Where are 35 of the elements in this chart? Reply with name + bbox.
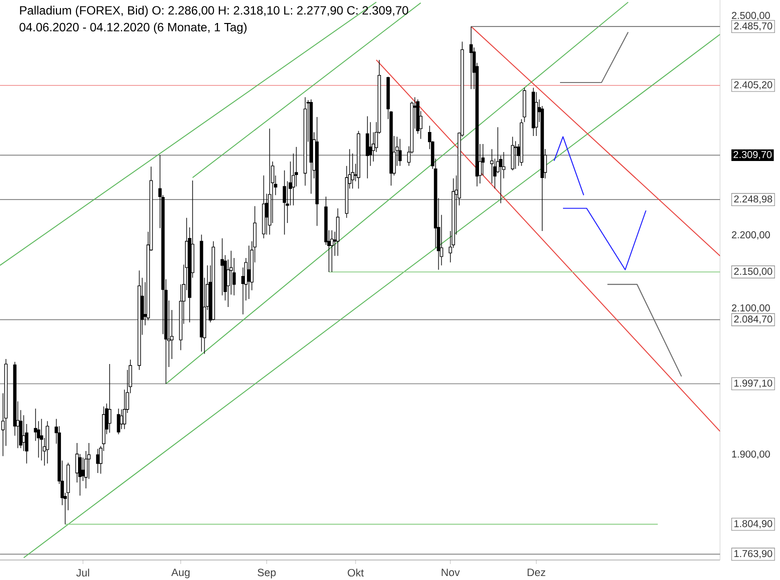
- candlestick: [330, 230, 334, 272]
- candlestick: [116, 408, 120, 435]
- candlestick: [514, 140, 518, 170]
- y-tick-label: 2.200,00: [732, 231, 770, 240]
- candlestick: [247, 245, 251, 300]
- candlestick: [510, 136, 514, 171]
- candlestick: [398, 138, 402, 166]
- text: 04.06.2020 - 04.12.2020 (6 Monate, 1 Tag): [20, 22, 247, 34]
- y-tick-label: 2.150,00: [734, 268, 772, 276]
- candlestick: [350, 153, 354, 189]
- y-tick-label: 1.997,10: [734, 380, 772, 388]
- x-tick-label: Sep: [258, 568, 276, 578]
- y-tick-label: 2.100,00: [732, 304, 770, 313]
- x-tick-label: Nov: [442, 568, 460, 576]
- candlestick: [81, 457, 85, 482]
- x-tick-label: Aug: [171, 568, 190, 578]
- x-tick-label: Dez: [528, 568, 546, 576]
- candlestick: [282, 170, 286, 235]
- x-tick-label: Jul: [76, 568, 90, 577]
- candlestick: [368, 122, 372, 166]
- y-tick-label: 1.804,90: [734, 520, 772, 528]
- y-tick-label: 2.500,00: [732, 12, 770, 20]
- x-tick-label: Okt: [348, 568, 364, 577]
- candlestick: [108, 364, 112, 434]
- y-tick-label: 2.248,98: [734, 195, 772, 204]
- candlestick: [120, 409, 124, 430]
- y-tick-label: 1.900,00: [732, 450, 770, 459]
- y-tick-label: 2.084,70: [734, 316, 772, 324]
- candlestick: [469, 26, 473, 90]
- y-tick-label: 1.763,90: [734, 550, 772, 558]
- y-tick-label: 2.485,70: [734, 22, 772, 31]
- candlestick: [96, 448, 100, 474]
- y-tick-label: 2.405,20: [734, 81, 772, 90]
- y-tick-label: 2.309,70: [734, 151, 772, 160]
- candlestick: [46, 420, 50, 464]
